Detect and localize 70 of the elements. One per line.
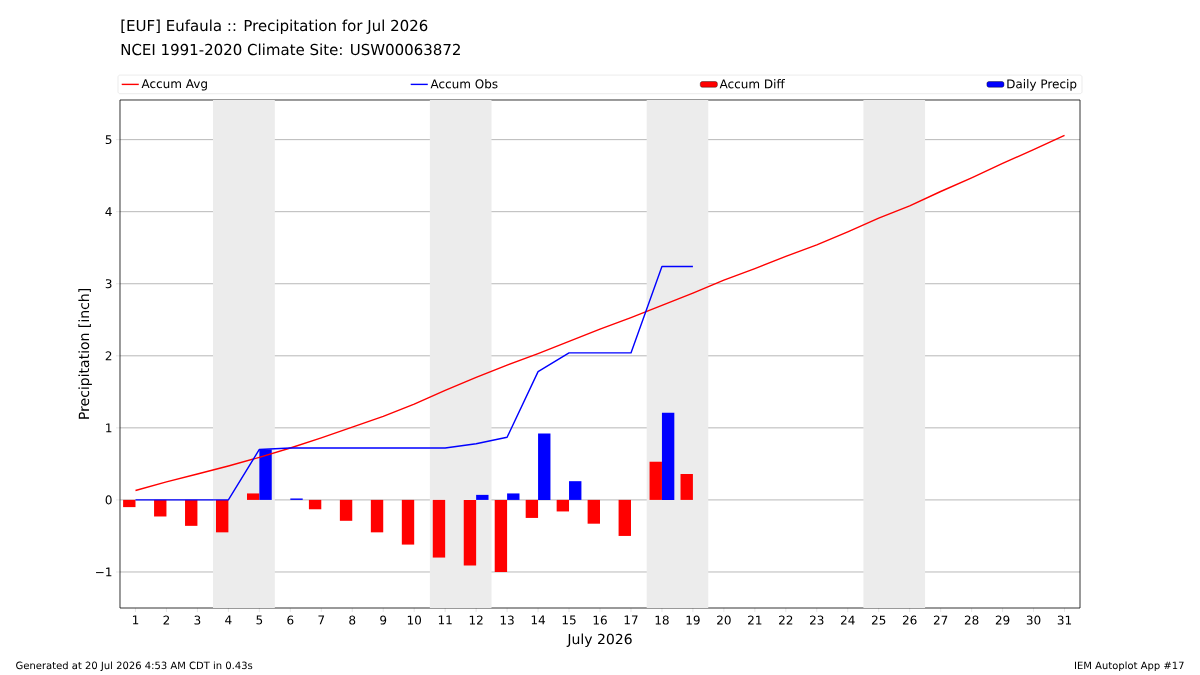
y-tick-label: 2 (105, 351, 112, 361)
bar (463, 499, 477, 566)
x-tick-label: 8 (349, 615, 356, 625)
x-tick-label: 23 (810, 615, 824, 625)
bar (339, 499, 353, 521)
bar (432, 499, 446, 558)
y-axis-title: Precipitation [inch] (78, 289, 92, 419)
y-tick-label: 3 (105, 279, 112, 289)
x-tick-label: 21 (748, 615, 762, 625)
bar (649, 461, 662, 500)
bar (476, 494, 489, 500)
x-tick-label: 16 (593, 615, 607, 625)
x-tick-label: 7 (318, 615, 325, 625)
legend-label: Daily Precip (1007, 79, 1077, 91)
y-tick-label: 5 (105, 135, 112, 145)
x-tick-label: 5 (256, 615, 263, 625)
x-tick-label: 3 (194, 615, 201, 625)
x-tick-label: 4 (225, 615, 232, 625)
x-tick-label: 18 (655, 615, 669, 625)
bar (618, 499, 631, 536)
bar (185, 499, 198, 526)
bar (494, 499, 508, 572)
y-tick-label: 4 (105, 207, 112, 217)
y-tick-label: 1 (106, 423, 112, 433)
legend-label: Accum Avg (141, 79, 207, 91)
x-tick-label: 26 (902, 615, 917, 625)
x-tick-label: 28 (964, 615, 979, 625)
x-tick-label: 29 (995, 615, 1010, 625)
x-tick-label: 30 (1026, 615, 1041, 625)
x-tick-label: 17 (624, 615, 638, 625)
x-tick-label: 11 (438, 615, 452, 625)
bar (538, 433, 551, 500)
bar (587, 499, 600, 524)
bar (123, 499, 136, 508)
bar (507, 493, 520, 500)
x-tick-label: 1 (132, 615, 139, 625)
x-tick-label: 2 (163, 615, 170, 625)
text: Generated at 20 Jul 2026 4:53 AM CDT in 0.43s (16, 661, 253, 672)
chart-subtitle: NCEI 1991-2020 Climate Site: USW00063872 (121, 43, 460, 56)
x-tick-label: 13 (500, 615, 514, 625)
x-tick-label: 10 (407, 615, 422, 625)
bar (308, 499, 322, 510)
bar (556, 499, 570, 512)
y-tick-label: 0 (105, 495, 112, 505)
bar (661, 412, 675, 500)
x-tick-label: 12 (469, 615, 483, 625)
x-tick-label: 25 (871, 615, 886, 625)
legend-label: Accum Obs (430, 79, 498, 89)
bar (216, 499, 229, 533)
x-tick-label: 9 (380, 615, 387, 625)
bar (370, 499, 384, 533)
chart-title: [EUF] Eufaula :: Precipitation for Jul 2026 (121, 19, 428, 35)
x-tick-label: 6 (287, 615, 294, 625)
bar (401, 499, 415, 545)
x-tick-label: 20 (717, 615, 731, 625)
x-tick-label: 31 (1057, 615, 1072, 625)
x-tick-label: 14 (531, 615, 546, 625)
bar (680, 473, 693, 500)
x-tick-label: 27 (933, 615, 948, 625)
x-tick-label: 22 (779, 615, 793, 625)
x-tick-label: 24 (840, 615, 855, 625)
x-axis-title: July 2026 (566, 633, 632, 648)
y-tick-label: −1 (96, 567, 112, 577)
legend-label: Accum Diff (719, 79, 785, 89)
bar (246, 493, 260, 500)
text: IEM Autoplot App #17 (1075, 661, 1184, 672)
x-tick-label: 19 (686, 615, 700, 625)
x-tick-label: 15 (562, 615, 576, 625)
bar (569, 481, 582, 500)
bar (525, 499, 539, 518)
